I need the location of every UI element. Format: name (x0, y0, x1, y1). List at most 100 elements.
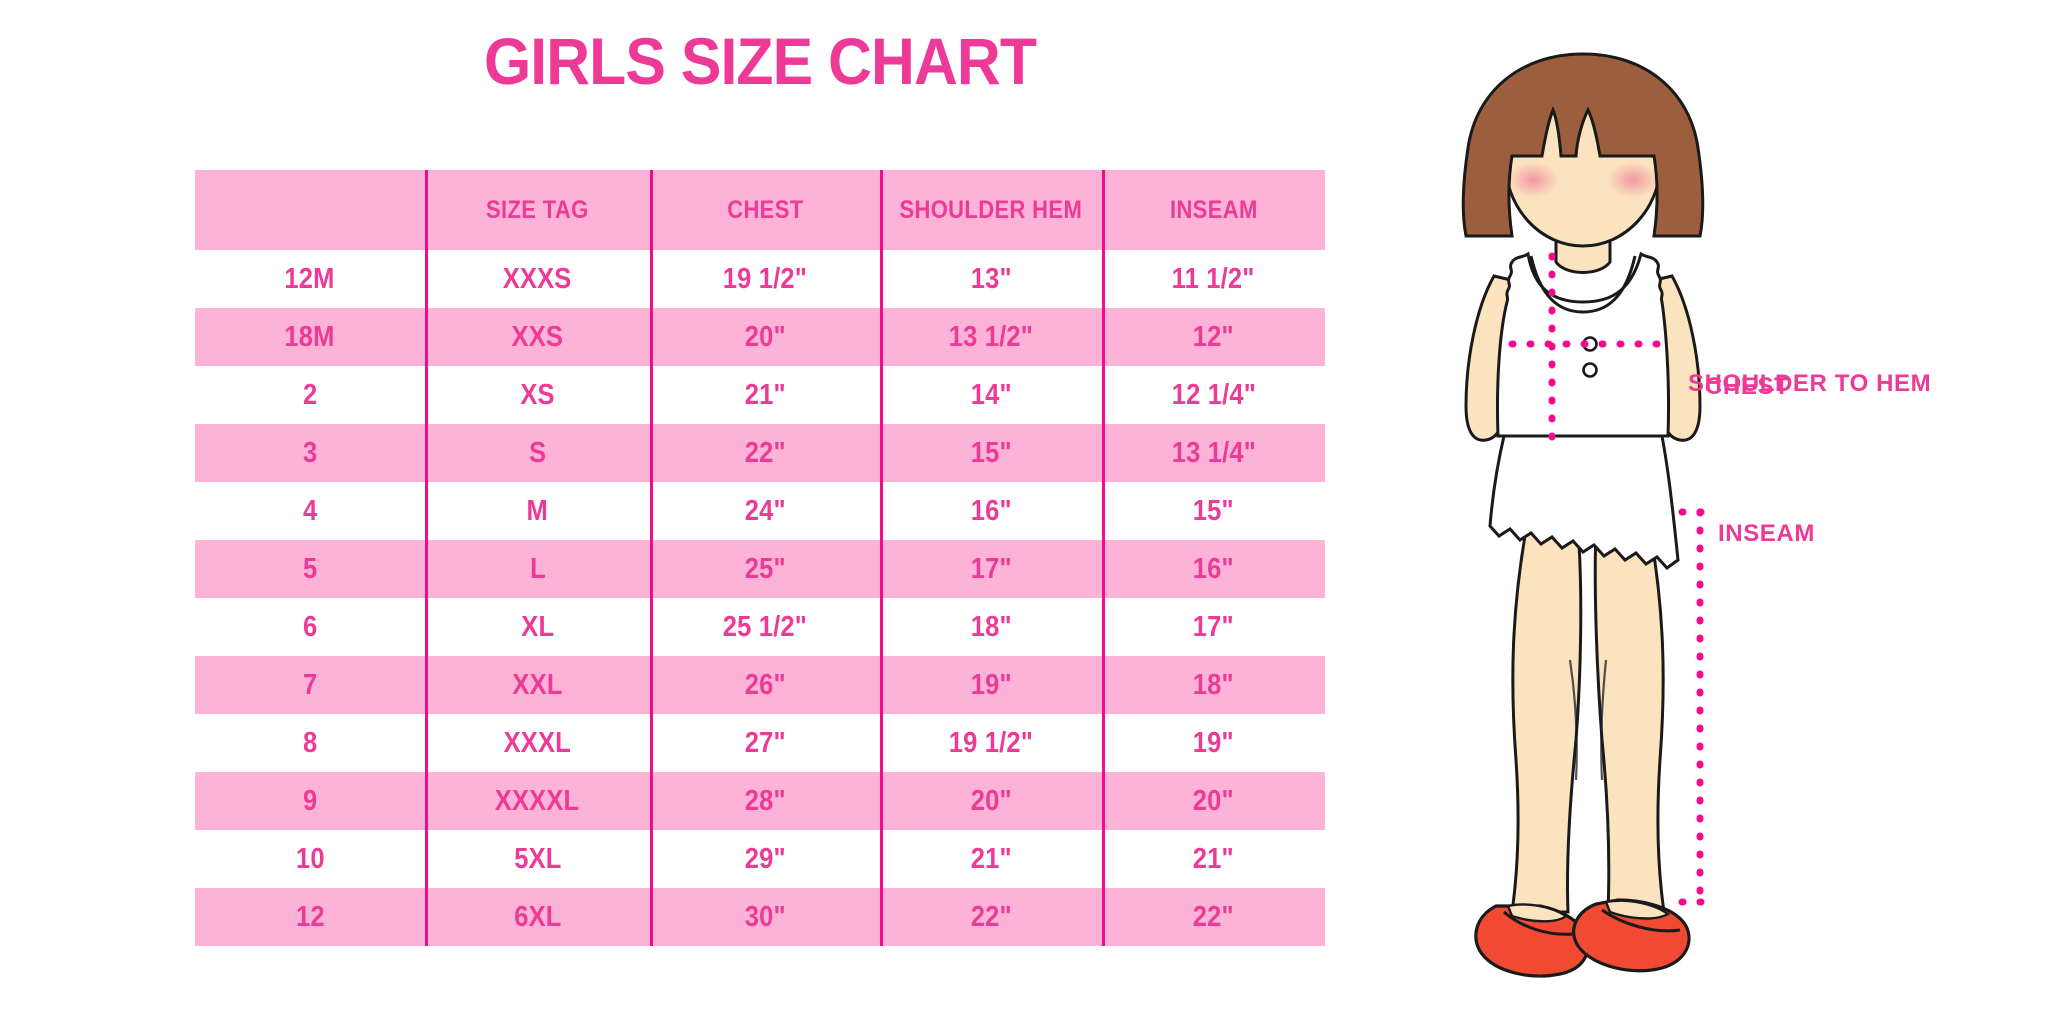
cell-size-tag: XXXS (425, 250, 650, 308)
cell-inseam-label: 13 1/4" (1171, 436, 1256, 469)
cell-size-tag-label: XS (520, 378, 555, 411)
blush-right-icon (1607, 162, 1659, 198)
size-chart-table-container: SIZE TAG CHEST SHOULDER HEM INSEAM 12M XX… (195, 170, 1325, 946)
cell-chest: 20" (650, 308, 880, 366)
column-header-chest-label: CHEST (726, 195, 804, 224)
cell-size-tag-label: XXXXL (495, 784, 580, 817)
cell-size-tag: 6XL (425, 888, 650, 946)
cell-inseam: 19" (1102, 714, 1325, 772)
cell-shoulder-hem: 22" (880, 888, 1102, 946)
cell-size-tag: M (425, 482, 650, 540)
cell-chest-label: 29" (744, 842, 786, 875)
cell-size-tag: S (425, 424, 650, 482)
column-header-shoulder-hem: SHOULDER HEM (880, 170, 1102, 250)
cell-inseam-label: 16" (1192, 552, 1235, 585)
cell-size: 4 (195, 482, 425, 540)
shoes-shape (1474, 898, 1691, 978)
cell-inseam: 22" (1102, 888, 1325, 946)
cell-inseam-label: 19" (1192, 726, 1235, 759)
cell-size-tag: XXL (425, 656, 650, 714)
table-row: 12M XXXS 19 1/2" 13" 11 1/2" (195, 250, 1325, 308)
cell-size: 6 (195, 598, 425, 656)
cell-chest: 26" (650, 656, 880, 714)
size-chart-table: SIZE TAG CHEST SHOULDER HEM INSEAM 12M XX… (195, 170, 1325, 946)
column-header-shoulder-hem-label: SHOULDER HEM (899, 195, 1083, 224)
cell-chest-label: 19 1/2" (722, 262, 808, 295)
button-lower-icon (1582, 362, 1598, 378)
cell-size: 3 (195, 424, 425, 482)
blush-left-icon (1507, 162, 1559, 198)
measure-label-inseam: INSEAM (1718, 520, 1815, 547)
cell-size-tag: XXXXL (425, 772, 650, 830)
table-row: 2 XS 21" 14" 12 1/4" (195, 366, 1325, 424)
cell-size-tag: 5XL (425, 830, 650, 888)
cell-shoulder-hem-label: 19 1/2" (948, 726, 1034, 759)
cell-chest: 22" (650, 424, 880, 482)
cell-shoulder-hem: 18" (880, 598, 1102, 656)
cell-inseam: 12 1/4" (1102, 366, 1325, 424)
cell-inseam-label: 22" (1192, 900, 1235, 933)
cell-size: 8 (195, 714, 425, 772)
cell-inseam-label: 20" (1192, 784, 1235, 817)
cell-shoulder-hem: 13" (880, 250, 1102, 308)
cell-inseam: 20" (1102, 772, 1325, 830)
cell-shoulder-hem: 17" (880, 540, 1102, 598)
table-row: 6 XL 25 1/2" 18" 17" (195, 598, 1325, 656)
cell-shoulder-hem-label: 13 1/2" (948, 320, 1034, 353)
table-row: 9 XXXXL 28" 20" 20" (195, 772, 1325, 830)
cell-shoulder-hem-label: 14" (970, 378, 1012, 411)
table-row: 18M XXS 20" 13 1/2" 12" (195, 308, 1325, 366)
cell-inseam: 17" (1102, 598, 1325, 656)
cell-size: 12M (195, 250, 425, 308)
cell-chest: 27" (650, 714, 880, 772)
cell-size-label: 7 (302, 668, 318, 701)
cell-chest: 25" (650, 540, 880, 598)
cell-size-label: 3 (302, 436, 318, 469)
column-header-inseam-label: INSEAM (1169, 195, 1258, 224)
cell-size-label: 2 (302, 378, 318, 411)
table-row: 10 5XL 29" 21" 21" (195, 830, 1325, 888)
cell-shoulder-hem-label: 20" (970, 784, 1012, 817)
table-header-row: SIZE TAG CHEST SHOULDER HEM INSEAM (195, 170, 1325, 250)
girl-figure-icon (1400, 40, 1780, 1000)
cell-shoulder-hem: 21" (880, 830, 1102, 888)
cell-size: 10 (195, 830, 425, 888)
table-row: 4 M 24" 16" 15" (195, 482, 1325, 540)
cell-inseam: 11 1/2" (1102, 250, 1325, 308)
cell-size-tag: L (425, 540, 650, 598)
cell-shoulder-hem: 19 1/2" (880, 714, 1102, 772)
cell-size-tag: XS (425, 366, 650, 424)
cell-chest: 24" (650, 482, 880, 540)
cell-shoulder-hem: 16" (880, 482, 1102, 540)
cell-size-tag-label: L (529, 552, 546, 585)
cell-shoulder-hem-label: 22" (970, 900, 1012, 933)
cell-chest: 29" (650, 830, 880, 888)
column-header-inseam: INSEAM (1102, 170, 1325, 250)
cell-size-label: 4 (302, 494, 318, 527)
cell-chest: 28" (650, 772, 880, 830)
column-header-size-tag-label: SIZE TAG (486, 195, 589, 224)
cell-size-label: 12 (295, 900, 325, 933)
column-header-size-tag: SIZE TAG (425, 170, 650, 250)
cell-chest-label: 25" (744, 552, 786, 585)
size-chart-table-body: 12M XXXS 19 1/2" 13" 11 1/2" 18M XXS 20" 13 1/2"… (195, 250, 1325, 946)
table-row: 7 XXL 26" 19" 18" (195, 656, 1325, 714)
cell-size-tag-label: 5XL (513, 842, 562, 875)
cell-size-tag-label: XXXL (503, 726, 572, 759)
cell-size-label: 6 (302, 610, 318, 643)
cell-size-tag-label: M (526, 494, 549, 527)
cell-shoulder-hem-label: 18" (970, 610, 1012, 643)
cell-shoulder-hem-label: 15" (970, 436, 1012, 469)
cell-size-label: 12M (284, 262, 336, 295)
cell-inseam-label: 18" (1192, 668, 1235, 701)
cell-shoulder-hem: 15" (880, 424, 1102, 482)
cell-shoulder-hem-label: 16" (970, 494, 1012, 527)
cell-chest-label: 21" (744, 378, 786, 411)
cell-chest: 19 1/2" (650, 250, 880, 308)
cell-inseam: 13 1/4" (1102, 424, 1325, 482)
cell-chest-label: 22" (744, 436, 786, 469)
cell-size-label: 5 (302, 552, 318, 585)
cell-size-label: 8 (302, 726, 318, 759)
cell-inseam: 16" (1102, 540, 1325, 598)
cell-size-tag-label: S (528, 436, 547, 469)
